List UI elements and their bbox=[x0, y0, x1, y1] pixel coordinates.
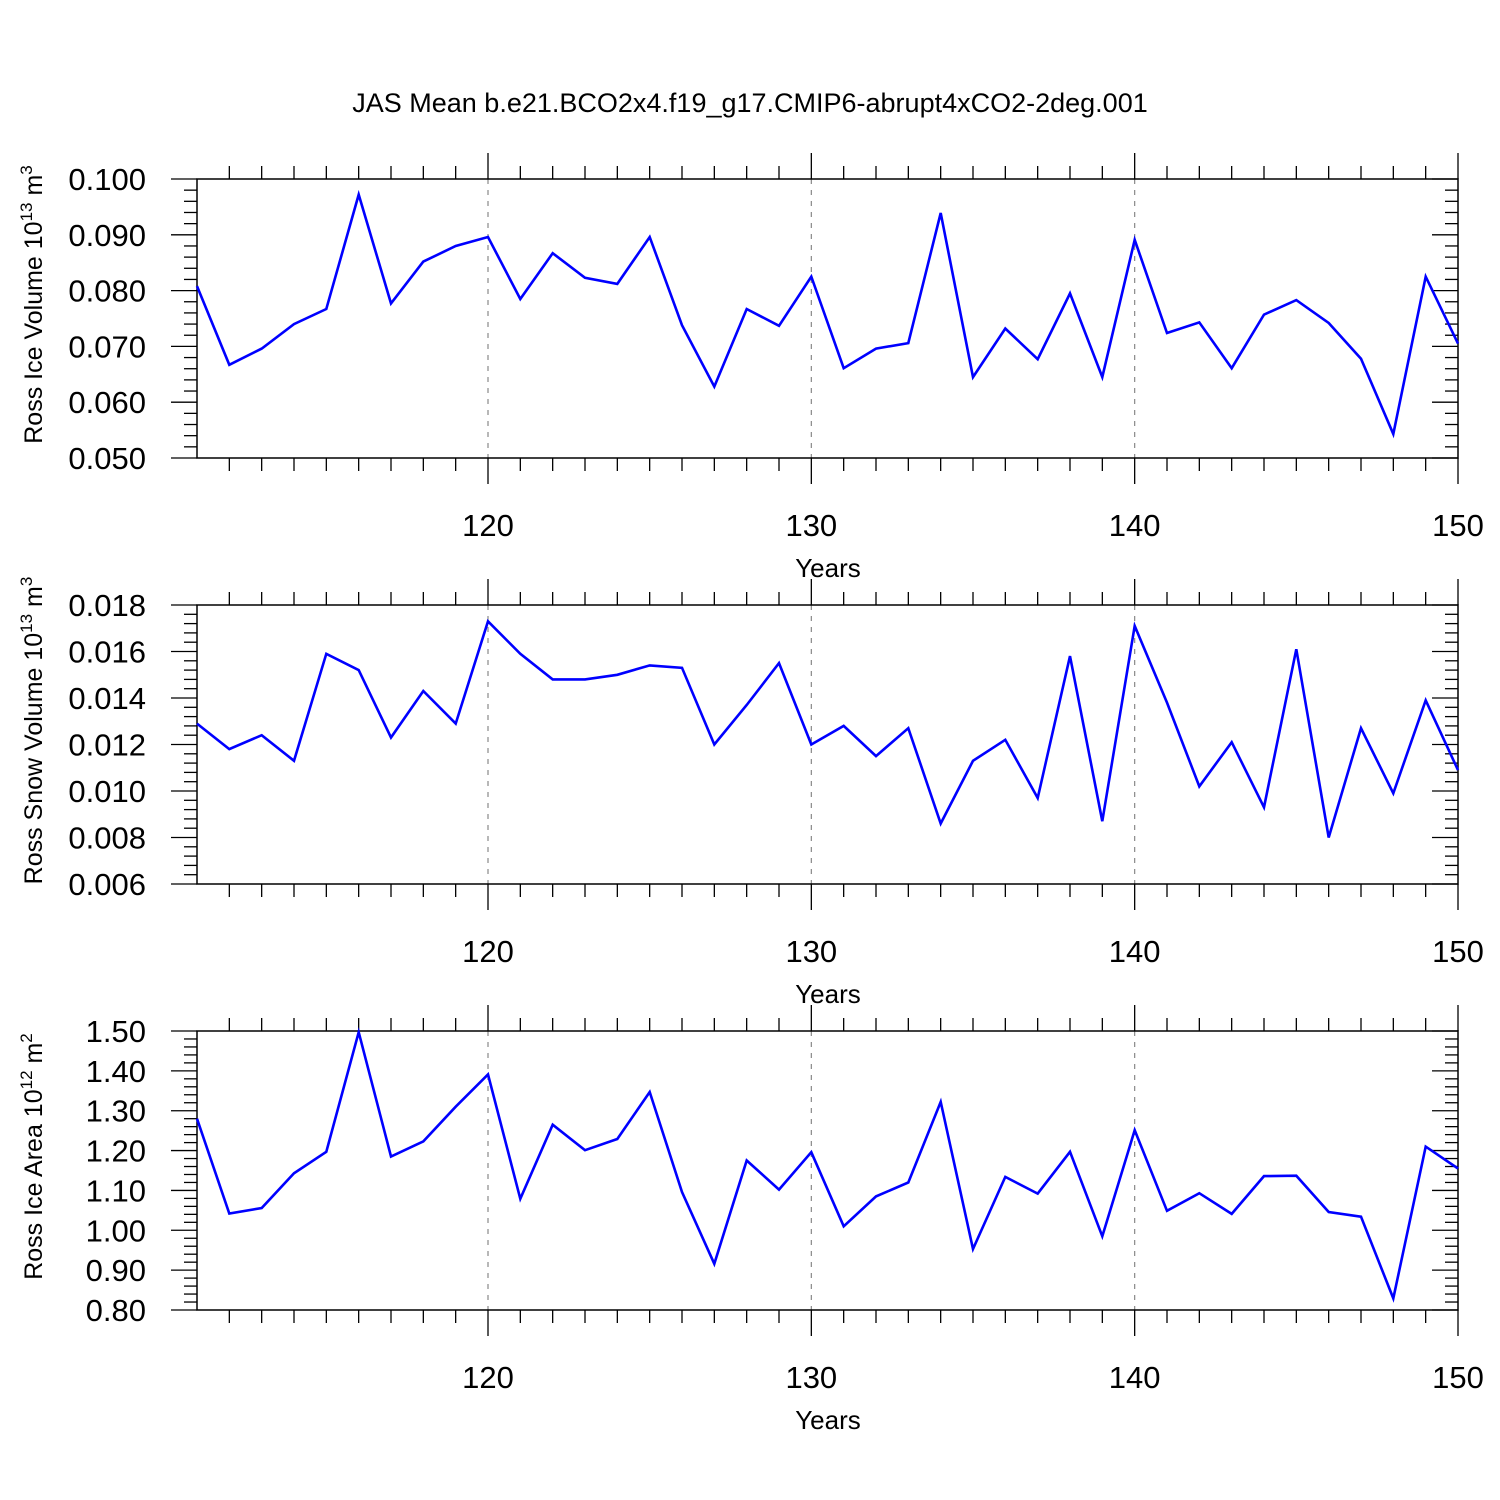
y-tick-label: 0.060 bbox=[68, 385, 146, 420]
y-tick-label: 1.10 bbox=[86, 1173, 146, 1208]
x-tick-label: 140 bbox=[1109, 508, 1161, 543]
y-tick-label: 0.010 bbox=[68, 774, 146, 809]
y-axis-title: Ross Snow Volume 1013 m3 bbox=[17, 577, 48, 885]
y-tick-label: 1.00 bbox=[86, 1213, 146, 1248]
y-axis-title-superscript: 13 bbox=[17, 202, 36, 221]
x-tick-label: 140 bbox=[1109, 1360, 1161, 1395]
x-tick-label: 150 bbox=[1432, 508, 1484, 543]
page-title: JAS Mean b.e21.BCO2x4.f19_g17.CMIP6-abru… bbox=[352, 88, 1148, 118]
y-axis-title: Ross Ice Area 1012 m2 bbox=[17, 1033, 48, 1280]
y-tick-label: 0.80 bbox=[86, 1293, 146, 1328]
y-tick-label: 0.100 bbox=[68, 162, 146, 197]
y-tick-label: 0.90 bbox=[86, 1253, 146, 1288]
y-tick-label: 1.40 bbox=[86, 1054, 146, 1089]
y-tick-label: 0.014 bbox=[68, 681, 146, 716]
y-tick-label: 1.50 bbox=[86, 1014, 146, 1049]
chart-panel-1: 120 130 140 150 Years 0.050 0.060 0.070 0.080 0.0… bbox=[17, 153, 1484, 583]
chart-panel-2: 120 130 140 150 Years 0.006 0.008 0.010 0.012 0.0… bbox=[17, 577, 1484, 1009]
plot-frame bbox=[196, 604, 1459, 885]
y-tick-label: 0.012 bbox=[68, 728, 146, 763]
plot-frame bbox=[196, 1030, 1459, 1311]
plot-frame bbox=[196, 178, 1459, 459]
y-tick-label: 0.018 bbox=[68, 588, 146, 623]
y-axis-title-part: Ross Ice Area 10 bbox=[20, 1089, 48, 1279]
y-axis-title-part: m bbox=[20, 1043, 48, 1071]
x-tick-label: 120 bbox=[462, 508, 514, 543]
x-tick-label: 130 bbox=[785, 934, 837, 969]
chart-panel-3: 120 130 140 150 Years 0.80 0.90 1.00 1.10 1.20 1.3… bbox=[17, 1005, 1484, 1435]
x-tick-label: 150 bbox=[1432, 1360, 1484, 1395]
y-tick-label: 1.20 bbox=[86, 1134, 146, 1169]
y-axis-title-part: Ross Snow Volume 10 bbox=[20, 633, 48, 885]
y-tick-label: 0.050 bbox=[68, 441, 146, 476]
y-axis-title-superscript: 2 bbox=[17, 1033, 36, 1042]
x-tick-label: 120 bbox=[462, 934, 514, 969]
y-tick-label: 0.016 bbox=[68, 635, 146, 670]
y-tick-label: 1.30 bbox=[86, 1094, 146, 1129]
x-tick-label: 130 bbox=[785, 508, 837, 543]
x-axis-title: Years bbox=[795, 1405, 861, 1435]
y-axis-title-superscript: 3 bbox=[17, 165, 36, 174]
x-axis-title: Years bbox=[795, 979, 861, 1009]
y-axis-title-superscript: 3 bbox=[17, 577, 36, 586]
x-tick-label: 130 bbox=[785, 1360, 837, 1395]
y-tick-label: 0.080 bbox=[68, 274, 146, 309]
x-tick-label: 120 bbox=[462, 1360, 514, 1395]
x-axis-title: Years bbox=[795, 553, 861, 583]
y-tick-label: 0.008 bbox=[68, 821, 146, 856]
y-axis-title-part: Ross Ice Volume 10 bbox=[20, 221, 48, 443]
series-line bbox=[195, 1027, 1459, 1303]
y-axis-title-part: m bbox=[20, 586, 48, 614]
y-tick-label: 0.070 bbox=[68, 329, 146, 364]
series-line bbox=[196, 618, 1460, 838]
x-tick-label: 140 bbox=[1109, 934, 1161, 969]
y-axis-title: Ross Ice Volume 1013 m3 bbox=[17, 165, 48, 444]
y-axis-title-superscript: 12 bbox=[17, 1070, 36, 1089]
series-line bbox=[195, 189, 1460, 439]
y-axis-title-superscript: 13 bbox=[17, 614, 36, 633]
x-tick-label: 150 bbox=[1432, 934, 1484, 969]
y-axis-title-part: m bbox=[20, 175, 48, 203]
y-tick-label: 0.090 bbox=[68, 218, 146, 253]
y-tick-label: 0.006 bbox=[68, 867, 146, 902]
